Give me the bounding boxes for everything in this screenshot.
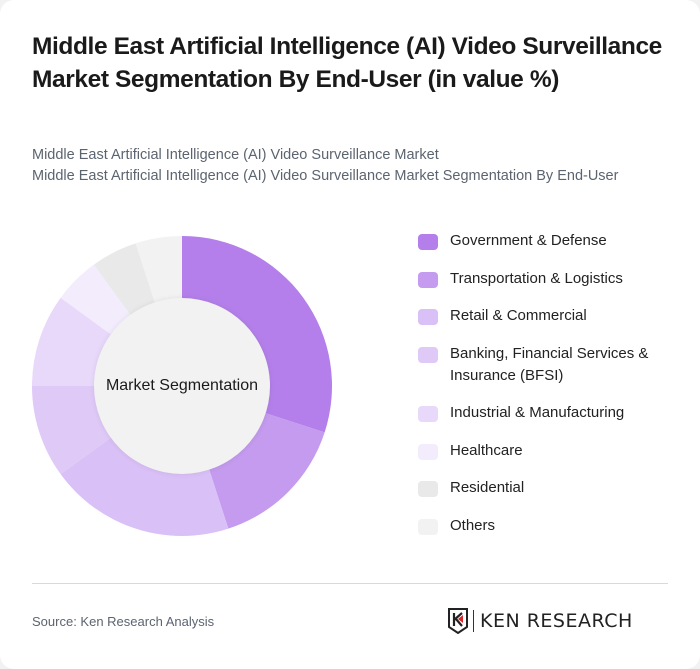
legend-label: Transportation & Logistics [450,269,623,287]
legend-label: Banking, Financial Services & Insurance … [450,344,649,384]
ken-logo-icon [448,608,468,634]
legend-item: Retail & Commercial [418,305,678,327]
donut-segment [135,236,182,305]
logo-text: KEN RESEARCH [480,610,633,632]
legend-item: Others [418,515,678,537]
legend-label: Residential [450,479,525,496]
legend-swatch [418,271,438,288]
donut-segment [93,243,156,317]
legend-item: Residential [418,477,678,499]
legend-item: Transportation & Logistics [418,268,678,290]
chart-legend: Government & Defense Transportation & Log… [418,230,678,552]
legend-label: Others [450,516,496,534]
donut-center-label: Market Segmentation [94,298,270,474]
legend-swatch [418,518,438,535]
logo-separator [473,610,474,632]
legend-label: Government & Defense [450,232,607,249]
ken-research-logo: KEN RESEARCH [447,608,633,634]
chart-title: Middle East Artificial Intelligence (AI)… [32,33,662,93]
legend-swatch [418,346,438,363]
legend-item: Healthcare [418,440,678,462]
chart-subtitle: Middle East Artificial Intelligence (AI)… [32,145,682,187]
legend-swatch [418,406,438,422]
legend-swatch [418,309,438,325]
donut-segment [60,264,132,336]
subtitle-line-1: Middle East Artificial Intelligence (AI)… [32,147,439,163]
source-text: Source: Ken Research Analysis [32,614,215,629]
donut-segment [182,236,332,433]
legend-item: Government & Defense [418,230,678,252]
donut-chart [32,236,332,536]
donut-segment [32,386,113,475]
legend-swatch [418,234,438,250]
legend-label: Healthcare [450,441,523,459]
legend-swatch [418,481,438,497]
donut-segment [60,436,229,536]
legend-label: Retail & Commercial [450,307,587,324]
donut-segment [208,412,325,529]
legend-swatch [418,443,438,460]
legend-item: Industrial & Manufacturing [418,402,678,424]
footer-divider [32,583,668,584]
donut-segment [32,297,113,386]
subtitle-line-2: Middle East Artificial Intelligence (AI)… [32,168,619,184]
legend-item: Banking, Financial Services & Insurance … [418,343,678,387]
legend-label: Industrial & Manufacturing [450,404,625,421]
